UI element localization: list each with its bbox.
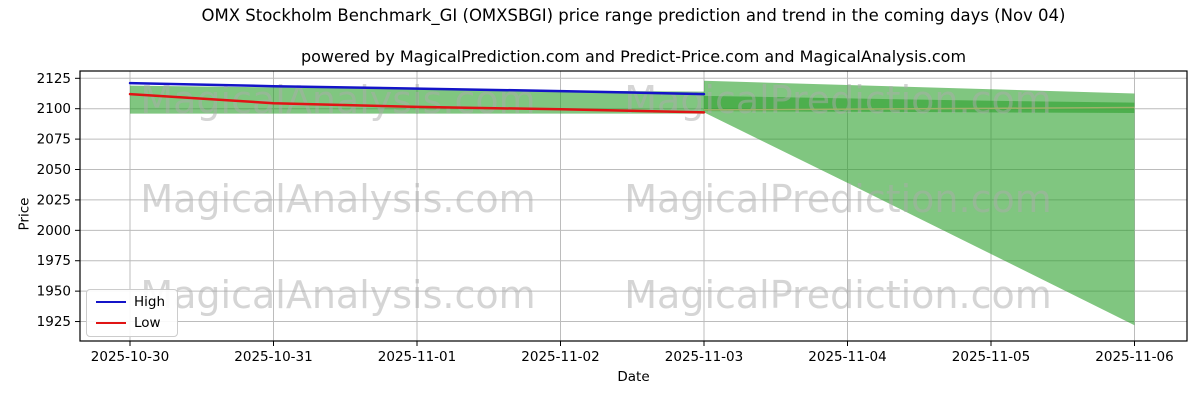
series-line-low (128, 92, 706, 114)
x-tick-label: 2025-11-05 (952, 349, 1030, 365)
legend-item-low: Low (96, 314, 165, 331)
y-tick-label: 2100 (37, 101, 71, 117)
x-tick-label: 2025-11-03 (665, 349, 743, 365)
x-tick-label: 2025-11-02 (521, 349, 599, 365)
legend-line-swatch (96, 322, 126, 325)
y-tick-label: 1925 (37, 314, 71, 330)
y-tick-label: 2125 (37, 71, 71, 87)
legend-label: High (134, 294, 166, 310)
legend-item-high: High (96, 295, 165, 310)
x-axis-label: Date (617, 369, 650, 385)
watermark-text: MagicalAnalysis.com (140, 177, 535, 221)
y-tick-label: 2000 (37, 223, 71, 239)
y-tick-label: 2050 (37, 162, 71, 178)
chart-subtitle: powered by MagicalPrediction.com and Pre… (300, 47, 967, 66)
legend-label: Low (134, 314, 161, 331)
chart-title: OMX Stockholm Benchmark_GI (OMXSBGI) pri… (201, 6, 1066, 25)
y-tick-label: 2075 (37, 132, 71, 148)
band-forecast-fan (704, 80, 1135, 326)
y-tick-label: 2025 (37, 192, 71, 208)
series-line-high (128, 81, 706, 96)
x-tick-label: 2025-11-04 (808, 349, 886, 365)
legend: High Low (86, 289, 179, 337)
x-tick-label: 2025-10-31 (234, 349, 312, 365)
x-tick-label: 2025-11-01 (378, 349, 456, 365)
x-tick-label: 2025-11-06 (1095, 349, 1173, 365)
x-tick-label: 2025-10-30 (91, 349, 169, 365)
watermark-text: MagicalPrediction.com (624, 177, 1052, 221)
watermark-text: MagicalPrediction.com (624, 273, 1052, 317)
band-history-range (130, 85, 704, 114)
watermark-text: MagicalPrediction.com (624, 78, 1052, 122)
y-tick-label: 1950 (37, 284, 71, 300)
legend-line-swatch (96, 301, 126, 304)
plot-border (79, 70, 1188, 342)
watermark-text: MagicalAnalysis.com (140, 273, 535, 317)
y-tick-label: 1975 (37, 253, 71, 269)
forecast-mid-line (703, 106, 1135, 111)
